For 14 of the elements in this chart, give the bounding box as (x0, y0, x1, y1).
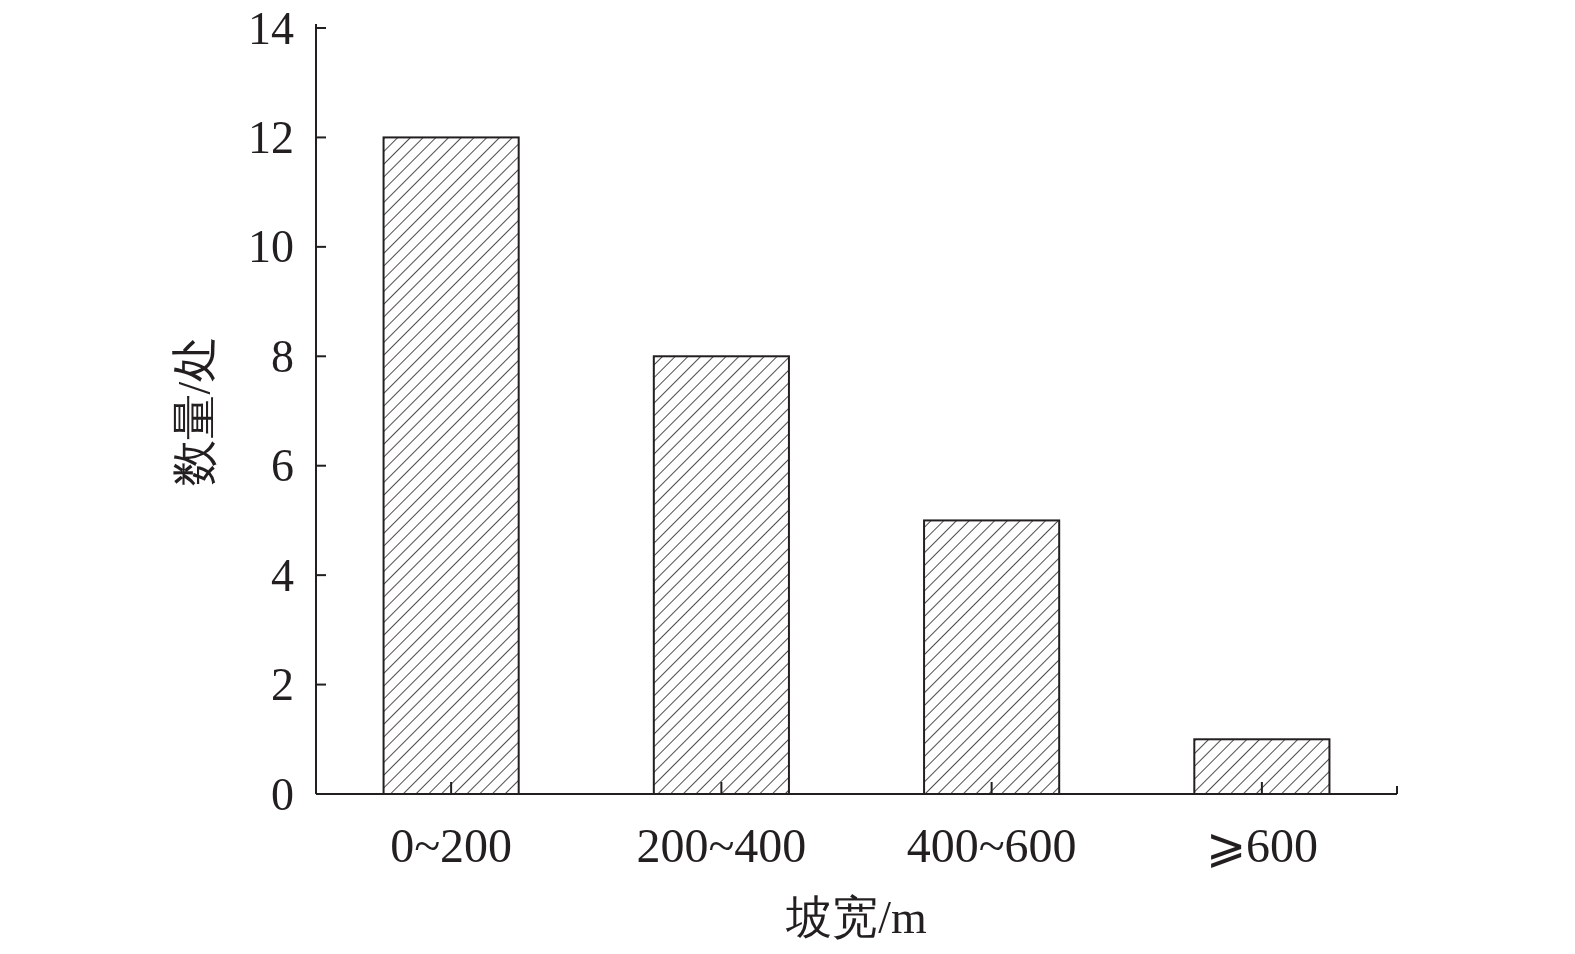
x-tick-label: ⩾600 (1205, 819, 1318, 872)
x-tick-label: 200~400 (636, 819, 807, 872)
y-tick-label: 2 (271, 659, 294, 711)
x-tick-label: 0~200 (390, 819, 513, 872)
y-tick-label: 12 (248, 111, 294, 163)
y-axis-title: 数量/处 (169, 335, 220, 487)
y-tick-label: 4 (271, 549, 294, 601)
y-tick-label: 10 (248, 221, 294, 273)
y-tick-label: 0 (271, 768, 294, 820)
y-tick-label: 8 (271, 330, 294, 382)
x-tick-label: 400~600 (906, 819, 1077, 872)
y-tick-label: 14 (248, 2, 294, 54)
x-axis-title: 坡宽/m (785, 892, 927, 943)
y-tick-label: 6 (271, 440, 294, 492)
